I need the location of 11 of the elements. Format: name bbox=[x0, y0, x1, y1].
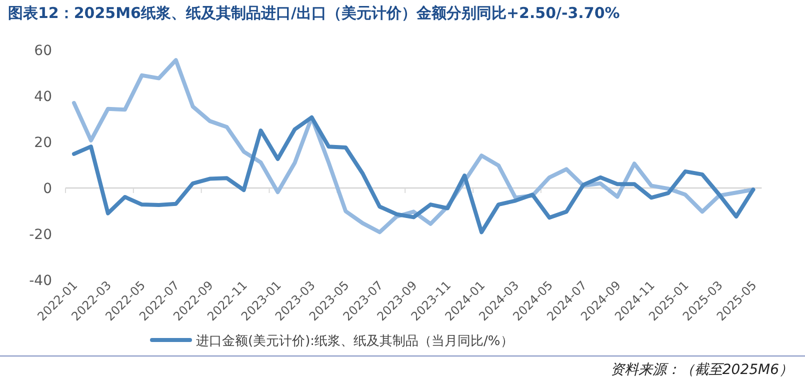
legend-label: 进口金额(美元计价):纸浆、纸及其制品（当月同比/%） bbox=[196, 333, 514, 349]
y-tick-label: 20 bbox=[34, 135, 52, 151]
y-tick-label: 0 bbox=[43, 181, 52, 197]
legend: 进口金额(美元计价):纸浆、纸及其制品（当月同比/%） bbox=[150, 334, 514, 349]
line-series bbox=[72, 115, 756, 234]
y-tick-label: 60 bbox=[34, 43, 52, 59]
y-tick-label: 40 bbox=[34, 89, 52, 105]
text: 资料来源：（截至2025M6） bbox=[610, 362, 793, 378]
line-series bbox=[72, 58, 756, 234]
y-tick-label: -20 bbox=[29, 227, 52, 243]
chart-title: 图表12：2025M6纸浆、纸及其制品进口/出口（美元计价）金额分别同比+2.50/-3.70% bbox=[8, 4, 620, 22]
